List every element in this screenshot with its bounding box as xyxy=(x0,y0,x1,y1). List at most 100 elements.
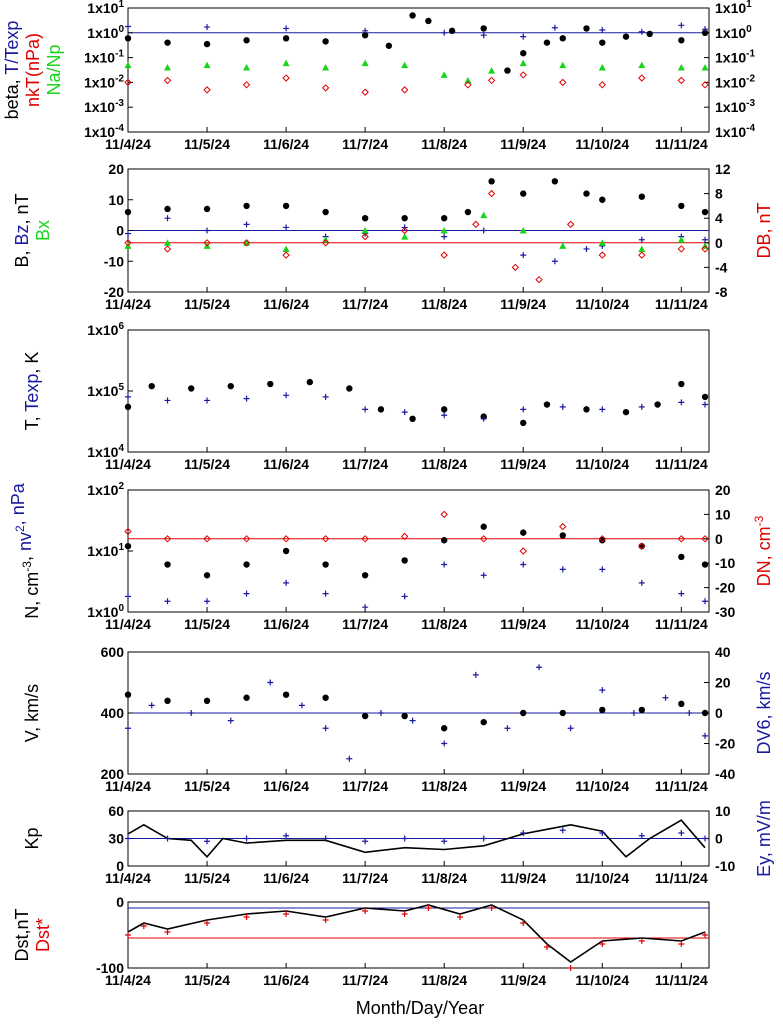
data-point xyxy=(559,61,567,69)
data-point xyxy=(520,830,527,836)
data-point xyxy=(701,535,709,543)
data-point xyxy=(519,547,527,555)
left-tick-label: 1x100 xyxy=(87,603,124,620)
data-point xyxy=(567,725,574,732)
data-point xyxy=(638,28,645,35)
data-point xyxy=(701,709,709,717)
data-point xyxy=(401,61,409,69)
left-tick-label: 1x101 xyxy=(87,542,124,559)
right-tick-label: -20 xyxy=(715,580,735,596)
x-tick-label: 11/9/24 xyxy=(500,778,546,794)
data-point xyxy=(559,522,567,531)
data-point xyxy=(283,392,290,399)
y-axis-label: Dst,nT xyxy=(12,908,32,961)
data-point xyxy=(559,827,566,834)
data-point xyxy=(188,710,195,716)
series-db xyxy=(124,189,709,284)
left-tick-label: 30 xyxy=(108,831,124,847)
x-tick-label: 11/9/24 xyxy=(500,870,546,886)
left-tick-label: 1x10-3 xyxy=(84,98,124,115)
panel-density: 1x100 1x101 1x102 -30 -20 -10 0 10 20 11/4/24 11/5… xyxy=(8,481,774,632)
data-point xyxy=(520,190,527,197)
left-tick-label: 1x10-4 xyxy=(84,123,124,140)
data-point xyxy=(401,215,408,222)
data-point xyxy=(243,694,250,701)
y-axis-label: T, Texp, K xyxy=(22,352,42,431)
data-point xyxy=(321,84,330,92)
data-point xyxy=(480,718,487,726)
data-point xyxy=(480,523,487,530)
y-axis-label: Bx xyxy=(33,220,53,241)
data-point xyxy=(677,236,685,243)
data-point xyxy=(567,965,574,971)
data-point xyxy=(385,42,393,49)
data-point xyxy=(322,835,329,842)
data-point xyxy=(361,59,369,67)
left-tick-label: 60 xyxy=(108,803,124,819)
data-point xyxy=(124,208,132,216)
data-point xyxy=(599,830,606,836)
panel-beta: 1x10-4 1x10-3 1x10-2 1x10-1 1x100 1x101 1x10-4… xyxy=(2,0,755,152)
right-axis-label: Ey, mV/m xyxy=(754,800,774,877)
series-b xyxy=(124,178,709,222)
data-point xyxy=(361,227,369,234)
right-tick-label: 1x100 xyxy=(715,24,752,41)
data-point xyxy=(630,710,637,716)
data-point xyxy=(551,24,558,31)
data-point xyxy=(678,830,685,836)
data-point xyxy=(520,406,527,413)
left-tick-label: 1x102 xyxy=(87,481,124,498)
data-point xyxy=(164,929,171,935)
x-tick-label: 11/8/24 xyxy=(421,972,467,988)
data-point xyxy=(583,190,590,197)
data-point xyxy=(638,251,646,259)
series-texp xyxy=(125,392,709,422)
data-point xyxy=(701,393,709,401)
data-point xyxy=(480,535,488,543)
right-tick-label: -40 xyxy=(715,766,735,782)
data-point xyxy=(441,561,448,568)
data-point xyxy=(203,205,211,213)
data-point xyxy=(283,579,290,586)
panel-temp: 1x104 1x105 1x106 11/4/24 11/5/24 11/6/24 11/7… xyxy=(22,321,710,472)
data-point xyxy=(599,26,606,33)
data-point xyxy=(361,232,369,241)
data-point xyxy=(598,535,606,543)
x-tick-label: 11/5/24 xyxy=(184,870,230,886)
data-point xyxy=(164,835,171,842)
data-point xyxy=(599,39,606,46)
x-tick-label: 11/8/24 xyxy=(421,616,467,632)
x-tick-label: 11/5/24 xyxy=(184,616,230,632)
x-tick-label: 11/7/24 xyxy=(342,778,388,794)
data-point xyxy=(598,63,606,71)
y-axis-label: N, cm-3, nv2, nPa xyxy=(8,482,42,618)
data-point xyxy=(322,63,330,71)
data-point xyxy=(638,74,646,82)
y-axis-label: Na/Np xyxy=(44,44,64,95)
right-tick-label: -30 xyxy=(715,604,735,620)
y-axis-label: beta, T/Texp xyxy=(2,21,22,120)
data-point xyxy=(322,917,329,923)
data-point xyxy=(282,35,290,42)
x-tick-label: 11/9/24 xyxy=(500,972,546,988)
data-point xyxy=(400,532,409,541)
data-point xyxy=(599,941,606,947)
data-point xyxy=(346,755,353,762)
data-point xyxy=(488,67,496,74)
data-point xyxy=(283,224,290,231)
data-point xyxy=(559,78,567,87)
series-dn xyxy=(124,510,709,555)
x-tick-label: 11/4/24 xyxy=(105,456,151,472)
data-point xyxy=(702,26,709,33)
data-point xyxy=(488,178,495,185)
x-tick-label: 11/4/24 xyxy=(105,972,151,988)
data-point xyxy=(488,905,495,911)
data-point xyxy=(306,378,314,386)
series-dst xyxy=(127,904,706,963)
data-point xyxy=(678,941,685,947)
x-tick-label: 11/8/24 xyxy=(421,870,467,886)
series-v xyxy=(124,691,709,732)
data-point xyxy=(638,403,645,410)
data-point xyxy=(566,220,575,229)
right-tick-label: 4 xyxy=(715,210,723,226)
